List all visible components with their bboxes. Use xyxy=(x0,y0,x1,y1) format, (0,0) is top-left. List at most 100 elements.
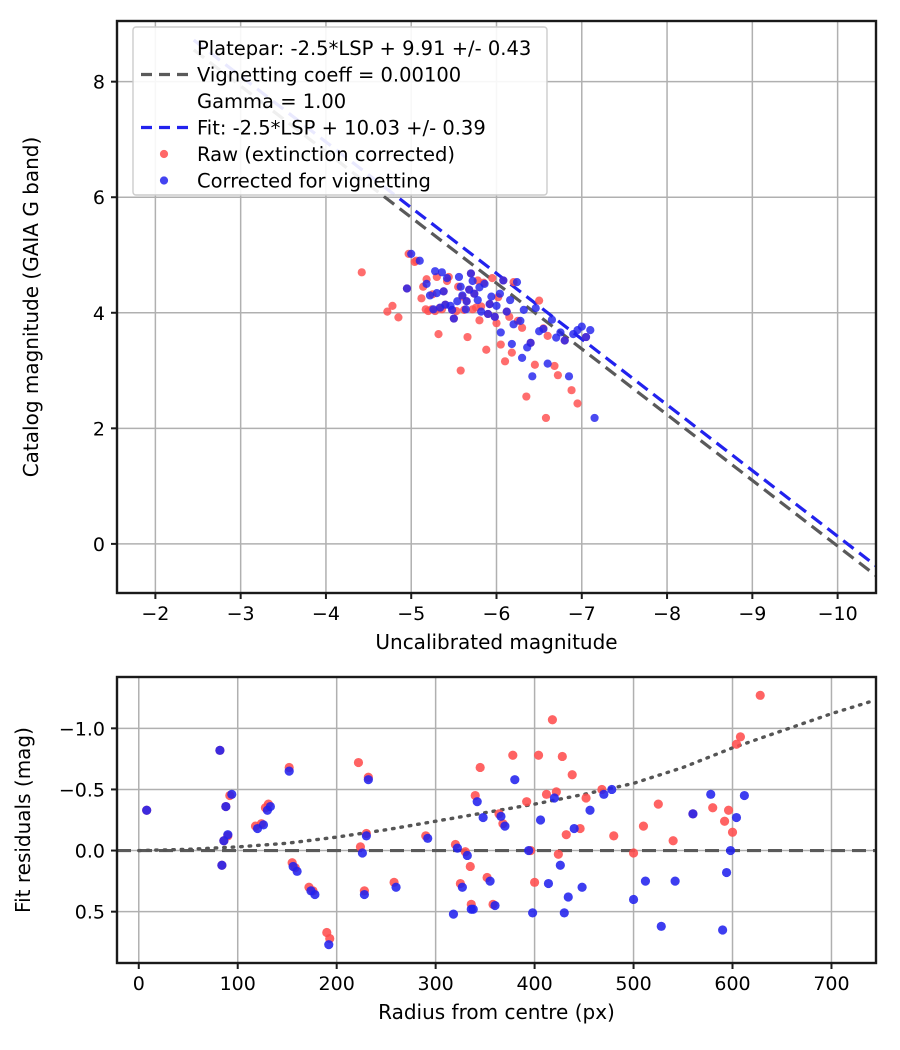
data-point xyxy=(448,909,459,919)
tick-label-x: −2 xyxy=(141,603,169,625)
data-point xyxy=(227,789,237,799)
data-point xyxy=(265,801,275,812)
tick-label-x: 0 xyxy=(133,973,145,995)
data-point xyxy=(458,291,467,300)
data-point xyxy=(543,878,554,889)
data-point xyxy=(638,821,649,831)
data-point xyxy=(490,900,500,911)
data-point xyxy=(383,307,392,316)
data-point xyxy=(547,315,557,324)
data-point xyxy=(496,811,506,821)
data-point xyxy=(422,279,431,288)
data-point xyxy=(429,305,438,314)
data-point xyxy=(557,751,567,762)
data-point xyxy=(215,745,225,755)
data-point xyxy=(739,790,749,801)
tick-label-x: 100 xyxy=(220,973,256,995)
tick-layer: 0 100 200 300 400 500 600 700 0.5 0.0 −0.5 −1.0 xyxy=(59,718,850,995)
data-point xyxy=(483,309,493,319)
data-point xyxy=(485,300,494,309)
data-point xyxy=(457,882,467,892)
tick-label-y: −1.0 xyxy=(59,718,105,740)
data-point xyxy=(731,812,742,823)
data-point xyxy=(425,291,435,300)
data-point xyxy=(452,843,463,853)
legend-label: Platepar: -2.5*LSP + 9.91 +/- 0.43 xyxy=(197,37,531,60)
data-point xyxy=(391,882,401,892)
data-point xyxy=(357,268,366,277)
data-point xyxy=(569,823,579,834)
data-point xyxy=(640,876,651,886)
data-point xyxy=(465,861,475,872)
data-point xyxy=(564,372,574,381)
tick-label-x: −7 xyxy=(568,603,596,625)
data-point xyxy=(462,850,472,861)
data-point xyxy=(556,328,565,337)
tick-label-x: −10 xyxy=(818,603,858,625)
data-point xyxy=(415,256,424,265)
data-point xyxy=(524,845,534,856)
data-point xyxy=(706,789,716,799)
data-point xyxy=(567,386,576,395)
data-point xyxy=(466,904,476,914)
data-point xyxy=(402,284,412,293)
data-point xyxy=(454,272,464,282)
data-point xyxy=(388,301,397,310)
data-point xyxy=(478,812,488,823)
data-point xyxy=(567,770,577,780)
data-point xyxy=(353,757,364,768)
y-axis-label: Fit residuals (mag) xyxy=(11,727,35,913)
data-point xyxy=(590,413,599,423)
data-point xyxy=(359,889,369,900)
data-point xyxy=(541,413,551,423)
data-point xyxy=(453,297,462,306)
tick-label-x: 300 xyxy=(418,973,454,995)
data-point xyxy=(668,836,678,846)
data-layer xyxy=(117,690,876,950)
data-point xyxy=(475,316,484,325)
data-point xyxy=(550,361,559,371)
data-point xyxy=(324,940,334,950)
tick-label-y: 0 xyxy=(93,534,105,556)
data-point xyxy=(475,283,484,292)
data-point xyxy=(653,799,663,809)
tick-label-y: 0.0 xyxy=(75,841,105,863)
data-point xyxy=(628,894,639,905)
tick-label-x: −5 xyxy=(397,603,425,625)
tick-label-x: 200 xyxy=(319,973,355,995)
data-point xyxy=(473,295,482,305)
tick-label-x: −9 xyxy=(738,603,766,625)
data-point xyxy=(628,848,639,858)
data-point xyxy=(417,294,426,303)
data-point xyxy=(466,269,476,278)
data-point xyxy=(223,830,233,840)
data-point xyxy=(553,371,563,380)
y-axis-label: Catalog magnitude (GAIA G band) xyxy=(19,137,43,478)
data-point xyxy=(221,801,231,812)
data-point xyxy=(394,313,403,322)
data-point xyxy=(539,324,548,334)
data-point xyxy=(439,287,448,296)
data-point xyxy=(475,762,485,773)
tick-label-y: 0.5 xyxy=(75,902,105,924)
data-point xyxy=(407,249,416,258)
data-point xyxy=(488,274,497,283)
data-point xyxy=(725,845,736,856)
series-corrected-for-vignetting xyxy=(402,249,599,423)
data-point xyxy=(688,809,698,819)
data-point xyxy=(581,793,591,803)
data-point xyxy=(561,830,571,840)
legend-box xyxy=(132,26,548,196)
data-point xyxy=(526,338,535,347)
tick-label-y: 8 xyxy=(93,72,105,94)
legend-label: Corrected for vignetting xyxy=(197,170,431,193)
data-point xyxy=(531,304,540,313)
data-point xyxy=(656,921,666,931)
tick-label-y: −0.5 xyxy=(59,779,105,801)
data-point xyxy=(507,348,516,357)
data-point xyxy=(508,750,518,760)
tick-label-x: −3 xyxy=(227,603,255,625)
data-point xyxy=(506,295,515,305)
